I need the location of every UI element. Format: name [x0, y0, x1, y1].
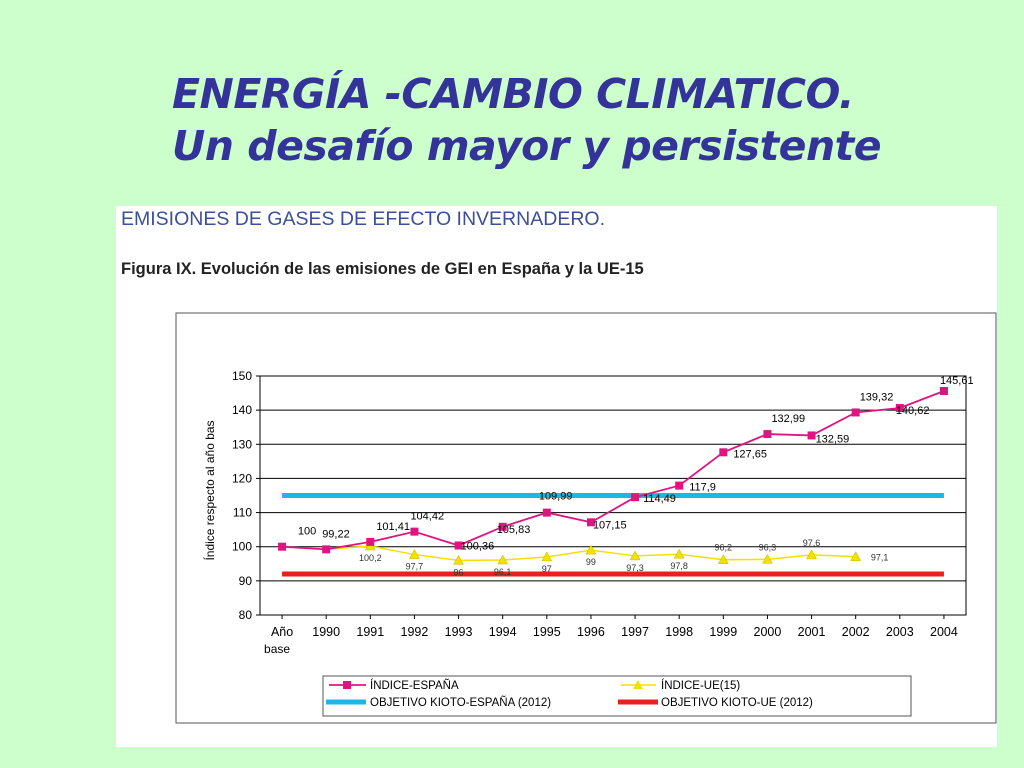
eu-data-label: 96 — [454, 567, 464, 577]
legend-label-eu: ÍNDICE-UE(15) — [661, 679, 740, 692]
spain-index-point — [454, 541, 463, 550]
spain-index-point — [807, 431, 816, 440]
eu-data-label: 97,1 — [871, 553, 889, 563]
eu-data-label: 97 — [542, 564, 552, 574]
y-tick-label: 150 — [232, 369, 252, 383]
y-tick-label: 100 — [232, 540, 252, 554]
eu-index-point — [497, 554, 509, 565]
eu-data-label: 97,7 — [406, 562, 424, 572]
slide-title: ENERGÍA -CAMBIO CLIMATICO. Un desafío ma… — [172, 68, 882, 172]
slide-title-line-2: Un desafío mayor y persistente — [172, 122, 882, 170]
eu-data-label: 100,2 — [359, 553, 382, 563]
eu-index-point — [541, 551, 553, 562]
emissions-line-chart: 80 90 100 110 120 130 140 150 Índice respecto al… — [175, 312, 997, 724]
spain-data-label: 99,22 — [322, 528, 350, 540]
x-tick-label: 1994 — [489, 625, 517, 639]
spain-data-label: 117,9 — [689, 482, 716, 494]
legend-label-kioto-spain: OBJETIVO KIOTO-ESPAÑA (2012) — [370, 696, 551, 709]
x-tick-label: 1998 — [665, 625, 693, 639]
spain-data-label: 104,42 — [410, 511, 444, 523]
spain-index-point — [498, 522, 507, 531]
x-tick-label-line2: base — [264, 642, 290, 656]
spain-index-point — [586, 518, 595, 527]
spain-index-point — [719, 448, 728, 457]
spain-index-point — [542, 508, 551, 517]
x-tick-label: 1990 — [312, 625, 340, 639]
spain-data-label: 109,99 — [539, 491, 573, 503]
x-tick-label: 2001 — [798, 625, 826, 639]
x-tick-label: 2002 — [842, 625, 870, 639]
spain-data-label: 107,15 — [593, 519, 627, 531]
spain-data-label: 127,65 — [733, 448, 767, 460]
spain-data-label: 105,83 — [497, 524, 531, 536]
spain-data-label: 100 — [298, 526, 316, 538]
spain-data-label: 139,32 — [860, 391, 894, 403]
spain-index-point — [322, 545, 331, 554]
eu-index-point — [629, 550, 641, 561]
spain-data-label: 114,49 — [643, 493, 676, 505]
legend-marker-eu — [633, 680, 643, 689]
x-tick-label: 1993 — [445, 625, 473, 639]
spain-index-point — [410, 527, 419, 536]
eu-data-label: 96,1 — [494, 567, 512, 577]
y-tick-label: 110 — [233, 506, 252, 520]
eu-index-point — [762, 553, 773, 564]
x-tick-label: Año — [271, 625, 293, 639]
plot-area — [259, 375, 967, 616]
y-tick-label: 140 — [232, 403, 252, 417]
eu-index-point — [717, 554, 729, 564]
legend-box — [322, 675, 912, 717]
spain-index-point — [851, 408, 860, 417]
spain-index-point — [278, 542, 287, 551]
x-tick-label: 2003 — [886, 625, 914, 639]
section-heading: EMISIONES DE GASES DE EFECTO INVERNADERO… — [121, 208, 605, 230]
spain-data-label: 132,59 — [816, 433, 850, 445]
slide-title-line-1: ENERGÍA -CAMBIO CLIMATICO. — [172, 70, 855, 118]
figure-caption: Figura IX. Evolución de las emisiones de… — [121, 260, 644, 278]
y-tick-label: 120 — [232, 471, 252, 485]
eu-index-point — [850, 551, 862, 561]
spain-data-label: 132,99 — [771, 413, 805, 425]
legend-label-kioto-eu: OBJETIVO KIOTO-UE (2012) — [661, 697, 813, 709]
eu-data-label: 97,8 — [670, 561, 688, 571]
spain-index-point — [939, 386, 948, 395]
eu-data-label: 97,6 — [803, 538, 821, 548]
x-tick-label: 1991 — [356, 625, 384, 639]
spain-index-point — [763, 430, 772, 439]
x-tick-label: 1992 — [401, 625, 429, 639]
eu-index-point — [453, 554, 464, 565]
eu-data-label: 99 — [586, 557, 596, 567]
x-tick-label: 2004 — [930, 625, 958, 639]
eu-index-point — [806, 549, 817, 560]
x-tick-label: 1999 — [709, 625, 737, 639]
eu-data-label: 96,3 — [759, 542, 777, 552]
eu-index-point — [673, 548, 685, 559]
eu-data-label: 97,3 — [626, 563, 644, 573]
spain-data-label: 101,41 — [376, 521, 410, 533]
x-tick-label: 1995 — [533, 625, 561, 639]
spain-index-point — [895, 404, 904, 413]
eu-index-point — [585, 544, 597, 555]
spain-data-label: 145,61 — [940, 375, 974, 387]
y-tick-label: 80 — [239, 608, 253, 622]
x-tick-label: 2000 — [754, 625, 782, 639]
eu-data-label: 96,2 — [715, 543, 733, 553]
legend-label-spain: ÍNDICE-ESPAÑA — [370, 679, 459, 692]
spain-index-line — [282, 390, 945, 551]
legend-marker-spain — [343, 681, 351, 689]
chart-frame — [175, 312, 997, 724]
x-tick-label: 1996 — [577, 625, 605, 639]
spain-data-label: 100,36 — [461, 540, 495, 552]
eu-index-point — [409, 549, 420, 559]
spain-index-point — [366, 537, 375, 546]
spain-index-point — [631, 493, 640, 502]
y-axis-label: Índice respecto al año bas — [202, 420, 217, 560]
spain-index-point — [675, 481, 684, 490]
y-tick-label: 90 — [239, 574, 253, 588]
figure-panel: EMISIONES DE GASES DE EFECTO INVERNADERO… — [116, 206, 997, 747]
x-tick-label: 1997 — [621, 625, 649, 639]
y-tick-label: 130 — [232, 437, 252, 451]
spain-data-label: 140,62 — [896, 405, 930, 417]
